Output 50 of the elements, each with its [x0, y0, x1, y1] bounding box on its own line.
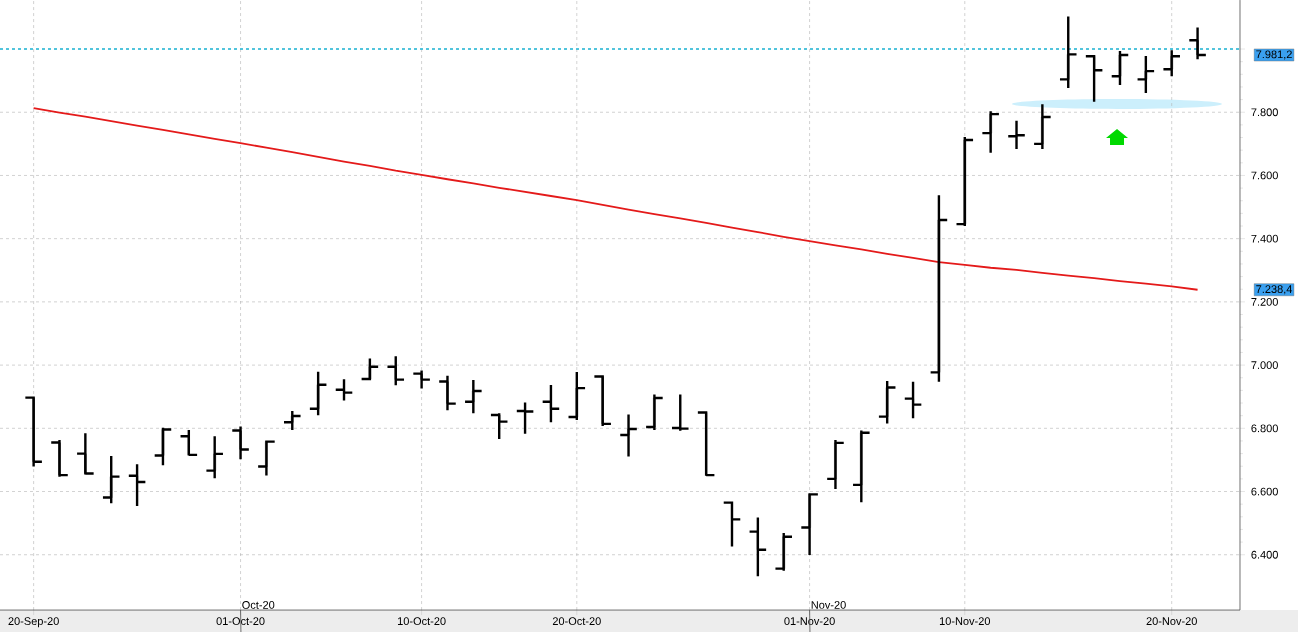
candlestick	[1188, 26, 1208, 61]
x-tick-label: 01-Oct-20	[216, 617, 265, 626]
annotation: Nov-20	[811, 601, 846, 609]
x-tick-label: 20-Nov-20	[1146, 617, 1197, 626]
candlestick	[489, 411, 509, 441]
candlestick	[1032, 103, 1052, 151]
candlestick	[438, 374, 457, 412]
y-tick-label: 6.400	[1251, 550, 1278, 559]
candlestick	[670, 393, 690, 433]
candlestick	[619, 413, 639, 458]
candlestick	[463, 378, 483, 415]
x-tick-label: 10-Nov-20	[939, 617, 991, 626]
candlestick	[1007, 119, 1026, 151]
y-tick-label: 7.800	[1251, 108, 1278, 117]
x-tick-label: 20-Oct-20	[552, 617, 601, 626]
text: 7.238,4	[1256, 285, 1293, 295]
candlestick	[334, 378, 354, 402]
annotation: Oct-20	[242, 601, 275, 609]
candlestick	[541, 383, 561, 424]
y-tick-label: 6.800	[1251, 424, 1278, 433]
y-tick-label: 7.400	[1251, 234, 1278, 243]
candlestick	[929, 194, 949, 384]
candlestick	[282, 409, 302, 432]
candlestick	[774, 531, 794, 573]
x-tick-label: 01-Nov-20	[784, 617, 835, 626]
candlestick	[412, 369, 432, 390]
y-tick-label: 7.600	[1251, 171, 1278, 180]
candlestick	[308, 370, 328, 417]
candlestick	[205, 435, 225, 480]
y-tick-label: 7.000	[1251, 361, 1278, 369]
candlestick	[748, 516, 768, 578]
x-tick-label: 10-Oct-20	[397, 617, 446, 626]
candlestick	[567, 370, 587, 422]
candlestick	[127, 463, 147, 508]
candlestick	[644, 393, 664, 432]
y-tick-label: 6.600	[1251, 487, 1278, 496]
x-tick-label: 20-Sep-20	[8, 617, 59, 628]
candlestick	[877, 379, 897, 425]
candlestick	[903, 380, 923, 420]
candlestick	[825, 438, 845, 491]
candlestick	[101, 454, 121, 505]
text: 7.981,2	[1256, 50, 1292, 60]
candlestick	[386, 355, 406, 387]
candlestick	[1162, 49, 1182, 78]
candlestick	[231, 425, 251, 461]
candlestick	[1058, 15, 1078, 90]
candlestick	[515, 401, 535, 435]
y-tick-label: 7.200	[1251, 298, 1278, 306]
candlestick	[1136, 54, 1156, 95]
candlestick	[1110, 49, 1130, 87]
